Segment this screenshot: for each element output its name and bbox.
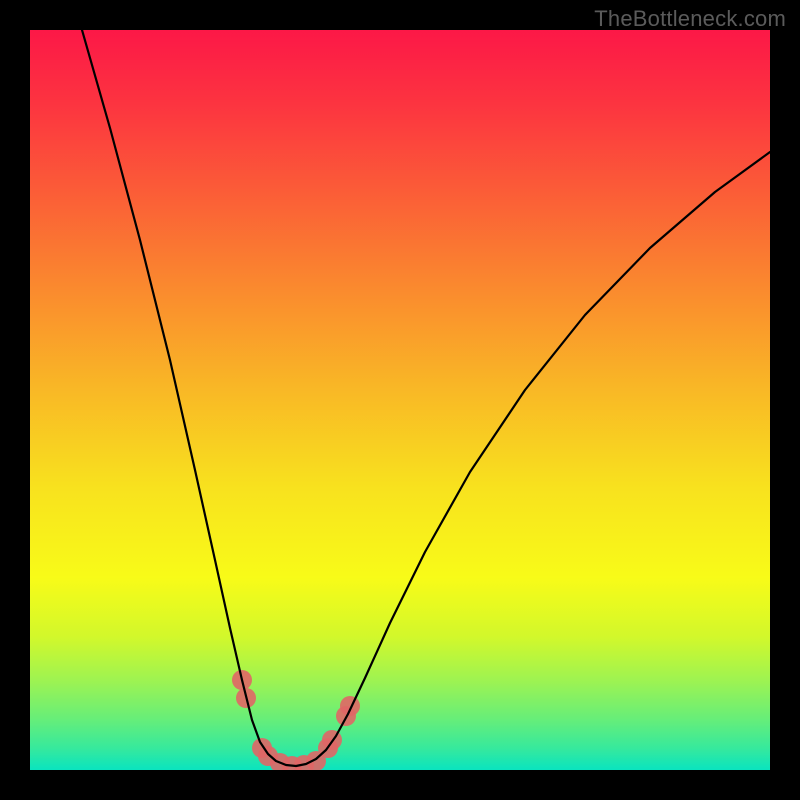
data-marker (340, 696, 360, 716)
watermark-text: TheBottleneck.com (594, 6, 786, 32)
curve-layer (30, 30, 770, 770)
bottleneck-curve (82, 30, 770, 766)
chart-frame: TheBottleneck.com (0, 0, 800, 800)
plot-area (30, 30, 770, 770)
